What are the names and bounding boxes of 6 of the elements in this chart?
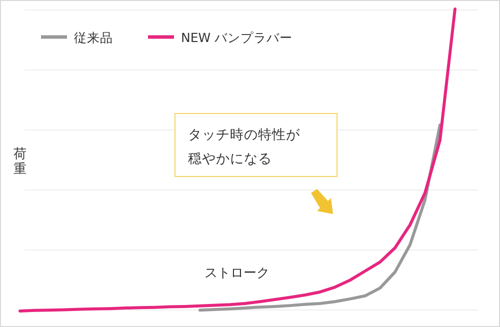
annotation: タッチ時の特性が穏やかになる	[174, 113, 338, 177]
legend-label: 従来品	[74, 30, 113, 45]
annotation: タッチ時の特性が穏やかになる	[188, 127, 301, 167]
legend-label: NEW バンプラバー	[181, 30, 293, 45]
y-axis-title: 荷重	[14, 147, 26, 177]
x-axis-title: ストローク	[204, 266, 270, 281]
